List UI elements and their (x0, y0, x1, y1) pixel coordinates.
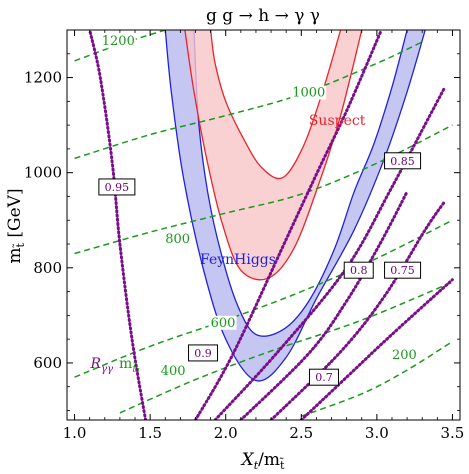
ratio-label-box-0.75 (384, 261, 422, 279)
y-tick-label: 1000 (24, 164, 62, 182)
ratio-contours (88, 30, 454, 420)
ratio-contour-0.9 (194, 30, 383, 420)
ratio-label-box-0.8 (343, 261, 374, 279)
y-tick-label: 800 (33, 259, 62, 277)
mlight-label-bg-1200 (99, 34, 136, 49)
chart-title: g g → h → γ γ (206, 6, 320, 26)
legend-ratio-symbol: R (90, 356, 102, 372)
inplot-legend: Rγγ mt̃₁ (90, 356, 141, 375)
mlight-contour-600 (74, 219, 453, 378)
ratio-contour-0.8 (239, 190, 409, 420)
x-tick-label: 3.0 (365, 424, 389, 442)
band-edge-inner-suspect (209, 30, 342, 180)
mlight-contour-800 (74, 124, 453, 255)
ratio-label-0.9: 0.9 (194, 347, 212, 360)
ratio-label-box-0.85 (384, 152, 422, 170)
x-axis-symbol: X (240, 450, 255, 470)
contour-labels: FeynHiggs Suspect 200 400 600 800 1000 1200 0.95… (90, 34, 422, 386)
band-fill-suspect (184, 30, 362, 280)
mlight-contour-200 (301, 340, 453, 417)
ratio-label-0.7: 0.7 (315, 371, 333, 384)
ratio-label-box-0.7 (308, 368, 339, 386)
band-label-suspect: Suspect (309, 113, 366, 129)
plot-frame (66, 29, 461, 421)
y-tick-label: 1200 (24, 69, 62, 87)
ratio-label-0.95: 0.95 (105, 181, 130, 194)
mlight-label-1000: 1000 (292, 86, 325, 101)
ratio-label-box-0.9 (188, 344, 219, 362)
ratio-contour-0.95 (88, 30, 148, 420)
bands-layer (164, 30, 426, 382)
x-axis-title: Xt/mt̃ (240, 450, 285, 472)
y-axis-unit: [GeV] (5, 188, 25, 243)
plot-area: FeynHiggs Suspect 200 400 600 800 1000 1200 0.95… (74, 30, 454, 420)
legend-mlight-sub: t̃₁ (132, 362, 140, 375)
ratio-label-box-0.95 (98, 178, 136, 196)
x-axis-sub: t (254, 459, 259, 472)
mlight-contours (74, 30, 453, 417)
y-tick-label: 600 (33, 354, 62, 372)
mlight-contour-1200 (74, 30, 166, 62)
mlight-label-400: 400 (161, 364, 186, 379)
mlight-label-bg-600 (208, 315, 237, 330)
mlight-label-bg-800 (163, 232, 192, 247)
mlight-label-bg-200 (389, 348, 418, 363)
y-axis-sub: t̃ (13, 242, 27, 248)
mlight-label-800: 800 (165, 232, 190, 247)
mlight-label-bg-400 (158, 363, 187, 378)
x-tick-label: 3.5 (441, 424, 465, 442)
x-tick-label: 2.0 (214, 424, 238, 442)
legend-mlight-symbol: m (119, 356, 132, 372)
mlight-label-200: 200 (392, 348, 417, 363)
mlight-label-1200: 1200 (102, 34, 135, 49)
x-tick-label: 1.0 (63, 424, 87, 442)
ratio-label-0.85: 0.85 (390, 155, 415, 168)
ratio-contour-0.85 (213, 85, 447, 420)
ratio-label-0.8: 0.8 (350, 264, 368, 277)
y-axis-symbol: m (5, 247, 25, 263)
mlight-label-600: 600 (211, 316, 236, 331)
x-tick-label: 1.5 (138, 424, 162, 442)
band-edge-outer-feynhiggs (164, 30, 426, 382)
band-edge-inner-feynhiggs (193, 30, 408, 337)
axis-ticks: 1.0 1.5 2.0 2.5 3.0 3.5 600 800 1000 1200 (24, 29, 465, 442)
x-axis-den: /m (258, 450, 280, 470)
y-axis-title: mt̃ [GeV] (5, 188, 27, 263)
ratio-label-0.75: 0.75 (390, 264, 415, 277)
mlight-label-bg-1000 (290, 85, 327, 100)
mlight-contour-1000 (74, 41, 423, 160)
band-fill-feynhiggs (165, 30, 426, 381)
band-label-feynhiggs: FeynHiggs (200, 252, 276, 268)
mlight-contour-400 (119, 281, 453, 414)
x-axis-den-sub: t̃ (279, 458, 285, 472)
x-tick-label: 2.5 (289, 424, 313, 442)
ratio-contour-0.7 (299, 278, 454, 420)
legend-ratio-sub: γγ (101, 364, 113, 375)
